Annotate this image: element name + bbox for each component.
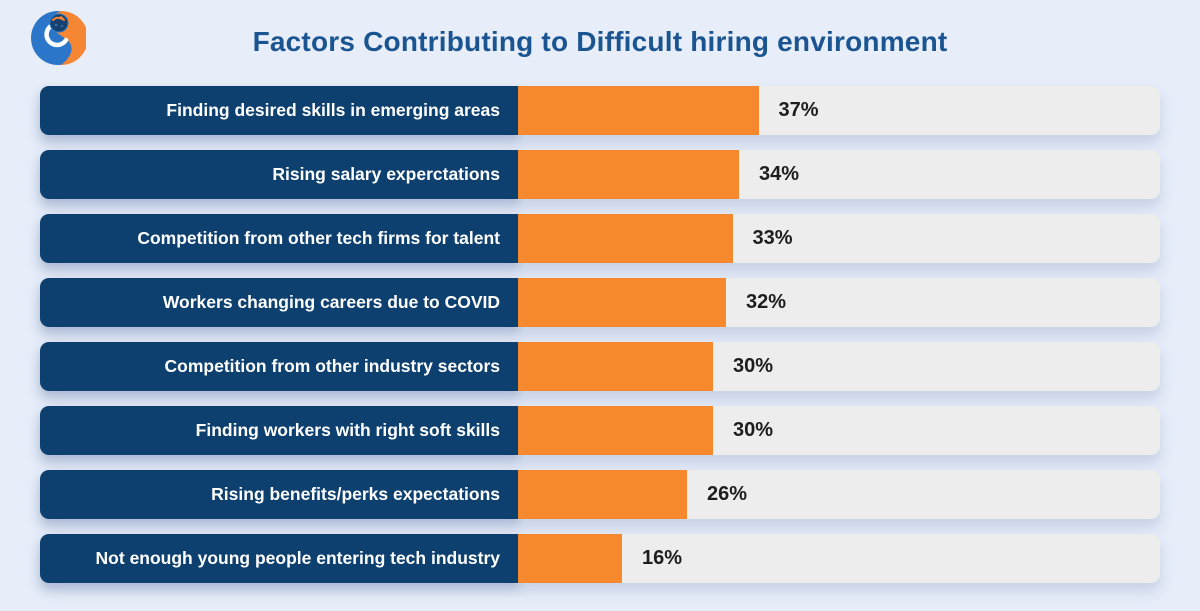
bar-value: 34% bbox=[759, 163, 800, 185]
infographic-page: Factors Contributing to Difficult hiring… bbox=[0, 0, 1200, 583]
bar-row: Finding desired skills in emerging areas… bbox=[40, 86, 1160, 135]
header: Factors Contributing to Difficult hiring… bbox=[0, 0, 1200, 86]
bar-category-label: Rising salary experctations bbox=[40, 150, 518, 199]
bar-row: Workers changing careers due to COVID 32… bbox=[40, 278, 1160, 327]
chart-title: Factors Contributing to Difficult hiring… bbox=[252, 26, 948, 57]
bar-value: 30% bbox=[733, 419, 774, 441]
company-logo-icon bbox=[30, 10, 88, 66]
bar-category-label: Rising benefits/perks expectations bbox=[40, 470, 518, 519]
bar bbox=[518, 214, 733, 263]
bar-row: Finding workers with right soft skills 3… bbox=[40, 406, 1160, 455]
bar-category-label: Finding desired skills in emerging areas bbox=[40, 86, 518, 135]
bar-row: Rising benefits/perks expectations 26% bbox=[40, 470, 1160, 519]
bar bbox=[518, 342, 713, 391]
bar-value: 33% bbox=[752, 227, 793, 249]
bar-value: 16% bbox=[642, 547, 683, 569]
bar-category-label: Competition from other tech firms for ta… bbox=[40, 214, 518, 263]
bar bbox=[518, 534, 622, 583]
bar-value: 30% bbox=[733, 355, 774, 377]
bar-category-label: Not enough young people entering tech in… bbox=[40, 534, 518, 583]
bar-value: 37% bbox=[778, 99, 819, 121]
bar-chart: Finding desired skills in emerging areas… bbox=[40, 86, 1160, 583]
bar-category-label: Finding workers with right soft skills bbox=[40, 406, 518, 455]
bar-category-label: Workers changing careers due to COVID bbox=[40, 278, 518, 327]
bar-row: Not enough young people entering tech in… bbox=[40, 534, 1160, 583]
bar-value: 32% bbox=[746, 291, 787, 313]
bar-row: Competition from other tech firms for ta… bbox=[40, 214, 1160, 263]
bar-row: Rising salary experctations 34% bbox=[40, 150, 1160, 199]
bar bbox=[518, 406, 713, 455]
bar bbox=[518, 86, 759, 135]
bar-category-label: Competition from other industry sectors bbox=[40, 342, 518, 391]
bar bbox=[518, 278, 726, 327]
bar bbox=[518, 470, 687, 519]
bar bbox=[518, 150, 739, 199]
bar-value: 26% bbox=[707, 483, 748, 505]
bar-row: Competition from other industry sectors … bbox=[40, 342, 1160, 391]
